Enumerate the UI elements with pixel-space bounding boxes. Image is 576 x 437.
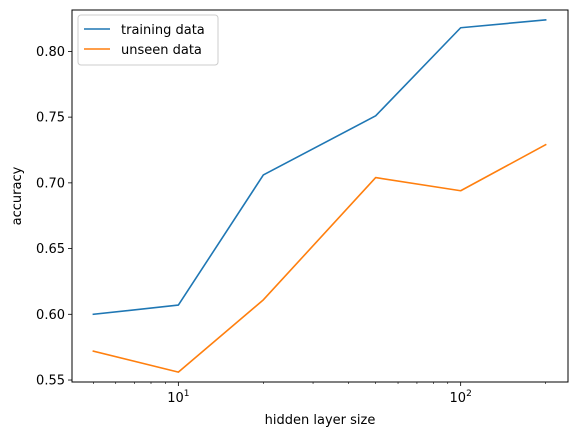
series-line-unseen-data (92, 143, 547, 373)
y-axis-label: accuracy (10, 166, 25, 225)
y-tick-label: 0.60 (36, 308, 65, 323)
y-tick-label: 0.55 (36, 374, 65, 389)
legend-label-training-data: training data (121, 23, 205, 38)
y-tick-label: 0.65 (36, 242, 65, 257)
legend-box (77, 14, 219, 66)
series-line-training-data (92, 18, 547, 316)
x-tick-label: 102 (450, 389, 472, 406)
y-tick-label: 0.75 (36, 111, 65, 126)
y-tick-label: 0.80 (36, 45, 65, 60)
legend: training data unseen data (77, 14, 219, 66)
series-layer (92, 18, 547, 373)
axes-frame (71, 9, 569, 383)
legend-label-unseen-data: unseen data (121, 43, 202, 58)
axis-ticks: 101 102 0.55 0.60 0.65 0.70 0.75 0.80 (36, 45, 472, 406)
x-axis-label: hidden layer size (265, 413, 376, 428)
x-tick-label: 101 (167, 389, 189, 406)
y-tick-label: 0.70 (36, 176, 65, 191)
